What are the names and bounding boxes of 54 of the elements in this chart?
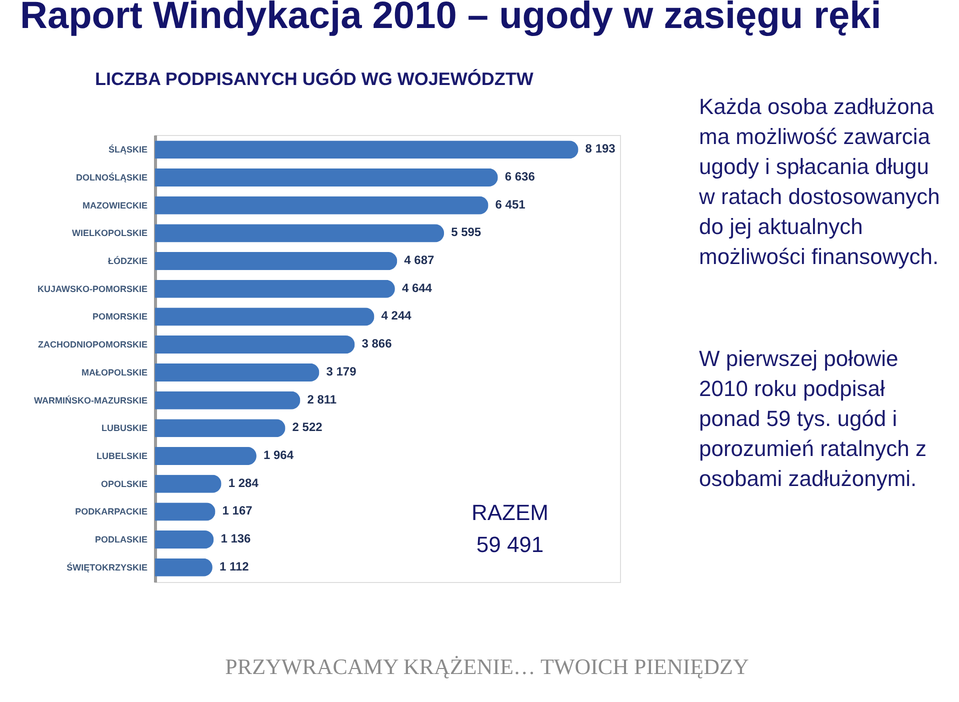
bar [155,140,578,159]
chart-title: Raport Windykacja 2010 – ugody w zasięgu ręki [20,0,882,37]
y-tick-label: MAŁOPOLSKIE [81,367,148,378]
text: W pierwszej połowie 2010 roku podpisał ponad 59 tys. ugód i porozumień ratalnych z osobami zadłużonymi. [699,346,926,491]
data-label: 3 179 [326,364,357,378]
data-label: 2 811 [307,392,337,406]
y-tick-label: ŚLĄSKIE [108,144,148,155]
data-label: 1 136 [220,532,252,546]
data-label: 4 244 [381,308,412,323]
bar [155,336,355,354]
text: Każda osoba zadłużona ma możliwość zawarcia ugody i spłacania długu w ratach dostosowanych do jej aktualnych możliwości finansowych. [698,94,940,269]
data-label: 6 636 [504,169,536,184]
data-label: 2 522 [292,420,323,434]
bar [155,530,214,549]
bar [155,419,286,438]
bar [155,474,222,493]
data-label: 4 644 [402,280,432,295]
bar [155,391,300,410]
bar [155,363,320,382]
bar [155,224,444,242]
bar [155,308,374,326]
y-tick-label: KUJAWSKO-POMORSKIE [37,284,148,294]
bar [155,196,488,214]
y-tick-label: POMORSKIE [92,312,148,322]
chart-subtitle: LICZBA PODPISANYCH UGÓD WG WOJEWÓDZTW [95,69,534,89]
bar [155,168,498,187]
y-tick-label: ŁÓDZKIE [108,256,148,266]
y-tick-label: LUBELSKIE [96,450,148,461]
bar [155,280,395,298]
data-label: 1 284 [228,476,259,490]
data-label: 6 451 [495,197,526,212]
bar [155,252,398,270]
data-label: 4 687 [404,253,435,268]
y-tick-label: WIELKOPOLSKIE [72,228,148,238]
y-tick-label: DOLNOŚLĄSKIE [76,172,148,182]
y-tick-label: PODLASKIE [94,534,148,545]
y-tick-label: PODKARPACKIE [75,506,148,517]
text: PRZYWRACAMY KRĄŻENIE… TWOICH PIENIĘDZY [225,654,749,679]
y-tick-label: OPOLSKIE [100,478,148,489]
data-label: 5 595 [451,225,482,240]
bar [155,558,212,576]
y-tick-label: ŚWIĘTOKRZYSKIE [66,562,148,572]
data-label: 1 112 [219,559,250,574]
y-tick-label: LUBUSKIE [101,423,148,434]
y-tick-label: ZACHODNIOPOMORSKIE [38,340,148,350]
data-label: 3 866 [362,336,392,351]
y-tick-label: MAZOWIECKIE [82,200,148,210]
y-tick-label: WARMIŃSKO-MAZURSKIE [34,395,148,406]
data-label: 1 167 [222,504,253,518]
bar [155,502,216,521]
bar [155,446,256,466]
data-label: 8 193 [585,142,616,156]
data-label: 1 964 [263,448,294,462]
annotation: RAZEM 59 491 [472,500,548,557]
